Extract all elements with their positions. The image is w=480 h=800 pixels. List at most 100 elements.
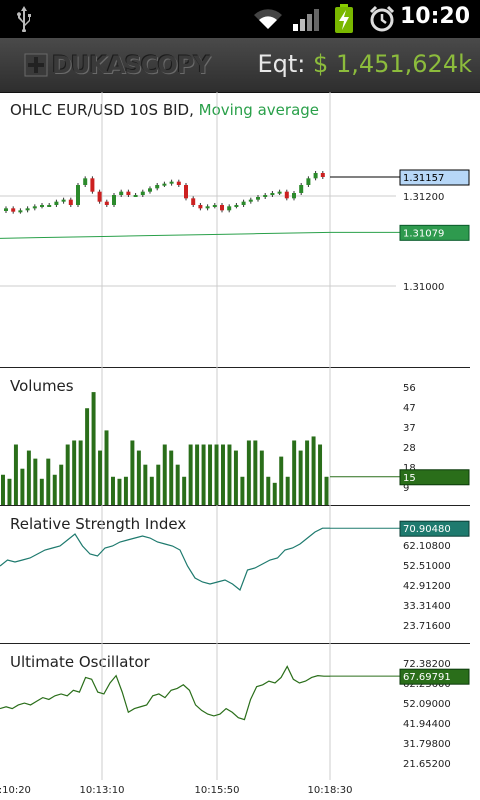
- uo-y-tick: 72.38200: [403, 659, 451, 670]
- ohlc-chart: [0, 171, 400, 239]
- volume-y-tick: 9: [403, 483, 409, 494]
- volume-bar: [7, 478, 12, 505]
- volume-y-tick: 56: [403, 383, 416, 394]
- candle: [126, 191, 131, 195]
- uo-y-tick: 21.65200: [403, 759, 451, 770]
- uo-title: Ultimate Oscillator: [10, 653, 150, 671]
- candle: [191, 198, 196, 205]
- candle: [162, 183, 167, 186]
- candle: [299, 185, 304, 193]
- wifi-icon: [254, 9, 282, 29]
- candle: [68, 199, 73, 205]
- uo-tag: [399, 668, 470, 685]
- app-bar: DUKASCOPY Eqt: $ 1,451,624k: [0, 38, 480, 93]
- volume-bar: [305, 440, 310, 505]
- candle: [277, 191, 282, 194]
- x-axis-label: 10:13:10: [80, 785, 125, 796]
- volume-bar: [169, 450, 174, 505]
- uo-line: [0, 665, 330, 721]
- candle: [256, 197, 260, 200]
- volume-y-tick: 37: [403, 423, 416, 434]
- volume-bar: [111, 476, 115, 505]
- dukascopy-logo[interactable]: DUKASCOPY: [24, 50, 211, 80]
- ohlc-y-tick: 1.31200: [403, 192, 444, 203]
- volume-bar: [246, 440, 251, 505]
- chart-labels: 1.312001.310001.311571.31079564737281891…: [0, 169, 470, 796]
- candle: [169, 181, 174, 184]
- equity-value: $ 1,451,624k: [313, 50, 472, 78]
- candle: [18, 210, 23, 213]
- volume-bar: [143, 464, 148, 505]
- volume-bar: [292, 440, 297, 505]
- volume-bar: [318, 444, 323, 505]
- candle: [83, 178, 88, 185]
- uo-y-tick: 62.23600: [403, 679, 451, 690]
- moving-average-label[interactable]: Moving average: [198, 101, 320, 119]
- volume-bar: [46, 458, 51, 505]
- candle: [90, 178, 95, 192]
- volume-bar: [175, 464, 180, 505]
- candle: [234, 205, 239, 207]
- candle: [320, 173, 325, 177]
- volume-bar: [182, 476, 187, 505]
- rsi-tag: [399, 520, 470, 537]
- candle: [241, 201, 246, 205]
- volume-bar: [78, 440, 83, 505]
- volume-bar: [279, 456, 284, 505]
- volume-bar: [156, 464, 161, 505]
- candle: [140, 191, 145, 195]
- candle: [292, 193, 296, 199]
- candle: [284, 191, 289, 199]
- candle: [54, 201, 59, 205]
- x-axis-label: 10:15:50: [195, 785, 240, 796]
- equity-display[interactable]: Eqt: $ 1,451,624k: [258, 50, 473, 78]
- uo-y-tick: 52.09000: [403, 699, 451, 710]
- volume-bar: [311, 436, 316, 505]
- candle: [306, 178, 311, 185]
- volume-bar: [188, 444, 193, 505]
- rsi-y-tick: 52.51000: [403, 561, 451, 572]
- chart-grid: [0, 92, 396, 780]
- volume-bar: [104, 430, 109, 505]
- candle: [248, 199, 253, 202]
- volume-y-tick: 18: [403, 463, 416, 474]
- candle: [97, 191, 102, 202]
- volume-bar: [227, 444, 232, 505]
- panel-divider: [0, 367, 470, 368]
- volume-bar: [91, 392, 96, 505]
- rsi-y-tick: 23.71600: [403, 621, 451, 632]
- volume-chart: [1, 392, 400, 505]
- volume-bar: [13, 444, 18, 505]
- battery-charging-icon: [335, 4, 353, 33]
- volume-bar: [214, 444, 219, 505]
- volume-bar: [1, 474, 5, 505]
- volumes-title: Volumes: [10, 377, 74, 395]
- uo-y-tick: 41.94400: [403, 719, 451, 730]
- panel-divider: [0, 505, 470, 506]
- volume-bar: [20, 468, 25, 505]
- candle: [4, 208, 8, 211]
- ma-tag: [399, 224, 470, 241]
- candle: [25, 208, 30, 211]
- volume-bar: [130, 440, 135, 505]
- uo-chart: [0, 665, 400, 721]
- volume-bar: [208, 444, 213, 505]
- volume-bar: [26, 450, 31, 505]
- status-time: 10:20: [399, 4, 470, 29]
- volume-bar: [72, 440, 77, 505]
- candle: [227, 206, 232, 211]
- x-axis-label: 10:18:30: [308, 785, 353, 796]
- volume-bar: [59, 464, 64, 505]
- rsi-y-tick: 42.91200: [403, 581, 451, 592]
- price-tag-label: 1.31157: [403, 173, 444, 184]
- uo-tag-label: 67.69791: [403, 672, 451, 683]
- volume-bar: [39, 478, 44, 505]
- ohlc-title-separator: ,: [189, 101, 194, 119]
- volume-bar: [259, 450, 264, 505]
- candle: [76, 185, 80, 205]
- volume-bar: [201, 444, 206, 505]
- ohlc-title-text: OHLC EUR/USD 10S BID: [10, 101, 190, 119]
- candle: [104, 201, 109, 205]
- logo-plus-icon: [24, 53, 48, 77]
